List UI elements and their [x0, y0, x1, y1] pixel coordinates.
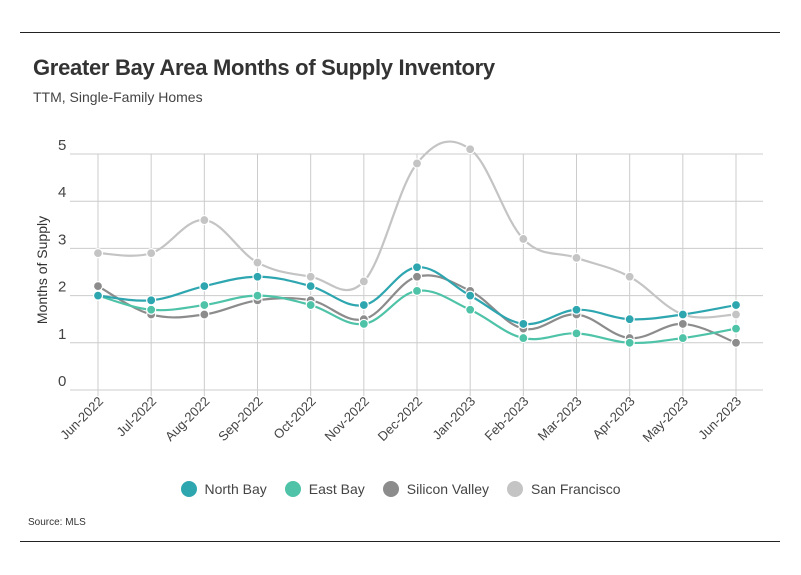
- data-point-east-bay: [199, 299, 210, 311]
- data-point-san-francisco: [624, 271, 635, 282]
- legend-item-silicon-valley: Silicon Valley: [382, 481, 490, 497]
- data-point-east-bay: [624, 337, 635, 348]
- data-point-east-bay: [518, 332, 529, 344]
- data-point-north-bay: [305, 281, 316, 292]
- legend-label: North Bay: [204, 481, 267, 497]
- legend-swatch: [382, 481, 399, 497]
- data-point-east-bay: [677, 332, 688, 344]
- data-point-north-bay: [730, 299, 742, 311]
- data-point-silicon-valley: [730, 337, 742, 348]
- data-point-east-bay: [358, 318, 369, 330]
- bottom-rule: [20, 541, 780, 542]
- data-point-north-bay: [465, 290, 476, 301]
- x-tick-label: Nov-2022: [321, 394, 371, 444]
- legend-swatch: [507, 481, 524, 497]
- legend-item-san-francisco: San Francisco: [507, 481, 621, 497]
- data-point-san-francisco: [146, 248, 157, 259]
- data-point-east-bay: [146, 304, 157, 315]
- x-tick-label: May-2023: [639, 394, 690, 445]
- data-point-east-bay: [305, 299, 316, 311]
- data-point-east-bay: [730, 323, 742, 334]
- legend-label: East Bay: [308, 481, 365, 497]
- data-point-north-bay: [252, 271, 263, 282]
- y-tick-label: 0: [58, 373, 66, 390]
- x-tick-label: Mar-2023: [535, 394, 585, 444]
- data-point-north-bay: [624, 314, 635, 325]
- legend-item-north-bay: North Bay: [180, 481, 267, 497]
- legend-label: San Francisco: [531, 481, 621, 497]
- y-tick-label: 5: [58, 137, 66, 154]
- data-point-silicon-valley: [92, 281, 104, 292]
- x-tick-label: Apr-2023: [589, 394, 637, 442]
- legend-item-east-bay: East Bay: [284, 481, 365, 497]
- x-tick-label: Jun-2022: [57, 394, 106, 443]
- top-rule: [20, 32, 780, 33]
- data-point-san-francisco: [465, 144, 476, 155]
- chart-legend: North Bay East Bay Silicon Valley San Franc…: [0, 481, 801, 497]
- data-point-north-bay: [677, 309, 688, 320]
- y-tick-label: 2: [58, 279, 66, 296]
- data-point-silicon-valley: [199, 309, 210, 320]
- data-point-san-francisco: [571, 252, 582, 263]
- data-point-san-francisco: [358, 276, 369, 287]
- x-tick-label: Sep-2022: [215, 394, 265, 444]
- data-point-north-bay: [411, 262, 423, 273]
- legend-swatch: [284, 481, 301, 497]
- data-point-north-bay: [571, 304, 582, 315]
- data-point-silicon-valley: [677, 318, 688, 330]
- x-tick-label: Oct-2022: [270, 394, 318, 442]
- x-tick-label: Feb-2023: [481, 394, 531, 444]
- source-note: Source: MLS: [28, 517, 86, 528]
- x-tick-label: Jun-2023: [695, 394, 744, 443]
- y-axis-label: Months of Supply: [34, 216, 50, 324]
- data-point-san-francisco: [252, 257, 263, 268]
- x-tick-label: Jul-2022: [113, 394, 159, 440]
- data-point-san-francisco: [411, 158, 423, 169]
- data-point-east-bay: [465, 304, 476, 315]
- chart-title: Greater Bay Area Months of Supply Invent…: [33, 55, 495, 80]
- data-point-north-bay: [199, 281, 210, 292]
- y-tick-label: 1: [58, 326, 66, 343]
- data-point-east-bay: [411, 285, 423, 296]
- x-tick-label: Jan-2023: [429, 394, 478, 443]
- y-tick-label: 4: [58, 184, 66, 201]
- data-point-north-bay: [518, 318, 529, 330]
- data-point-north-bay: [358, 299, 369, 311]
- data-point-east-bay: [571, 328, 582, 339]
- y-tick-label: 3: [58, 231, 66, 248]
- chart-subtitle: TTM, Single-Family Homes: [33, 89, 203, 105]
- data-point-san-francisco: [199, 214, 210, 226]
- data-point-north-bay: [146, 295, 157, 306]
- x-axis-ticks: Jun-2022 Jul-2022 Aug-2022 Sep-2022 Oct-2022…: [57, 394, 744, 445]
- data-point-north-bay: [92, 290, 104, 301]
- data-point-san-francisco: [518, 233, 529, 245]
- data-point-silicon-valley: [411, 271, 423, 282]
- data-point-san-francisco: [730, 309, 742, 320]
- data-point-san-francisco: [92, 248, 104, 259]
- x-tick-label: Aug-2022: [162, 394, 212, 444]
- series-north-bay: [92, 262, 742, 330]
- data-point-east-bay: [252, 290, 263, 301]
- x-tick-label: Dec-2022: [375, 394, 425, 444]
- legend-swatch: [180, 481, 197, 497]
- y-axis-ticks: 0 1 2 3 4 5: [58, 137, 66, 390]
- data-point-san-francisco: [305, 271, 316, 282]
- legend-label: Silicon Valley: [406, 481, 490, 497]
- series-group: [92, 140, 742, 348]
